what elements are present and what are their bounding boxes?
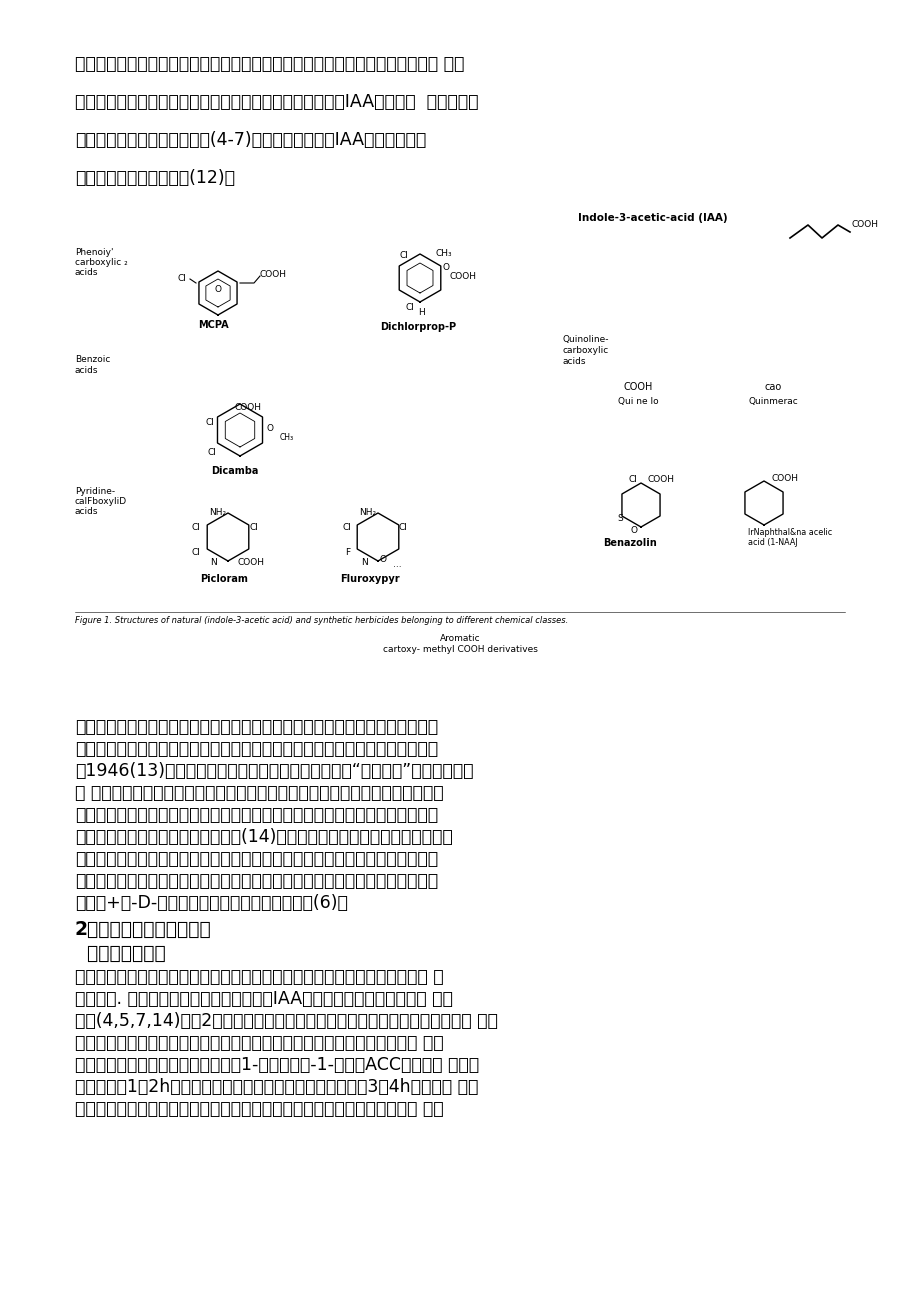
Text: 果。现在，植物新陈代谢持续的刺激被以为通过改变细胞割裂和扩张引发生长的: 果。现在，植物新陈代谢持续的刺激被以为通过改变细胞割裂和扩张引发生长的 — [75, 806, 437, 824]
Text: 些进程。第一是刺激阶段，这会在利用后的前几个小时出现。这一阶段包括 代谢: 些进程。第一是刺激阶段，这会在利用后的前几个小时出现。这一阶段包括 代谢 — [75, 1034, 443, 1052]
Text: Cl: Cl — [249, 523, 258, 533]
Text: Fluroxypyr: Fluroxypyr — [340, 574, 400, 585]
Text: ...: ... — [392, 560, 402, 569]
Text: CH₃: CH₃ — [436, 249, 452, 258]
Text: acid (1-NAAJ: acid (1-NAAJ — [747, 538, 797, 547]
Text: O: O — [267, 424, 273, 434]
Text: S: S — [617, 514, 622, 523]
Text: F: F — [345, 548, 350, 557]
Text: Cl: Cl — [205, 418, 214, 427]
Text: Dicamba: Dicamba — [211, 466, 258, 477]
Text: 偏上生长、组织膨胀和开始茎卷曲。今天咱们明白细胞伸长反映包括膜离子 通道: 偏上生长、组织膨胀和开始茎卷曲。今天咱们明白细胞伸长反映包括膜离子 通道 — [75, 1100, 443, 1118]
Text: 素的稳态调控失衡和在组织中与其他激故旧互作用的失调。可是，自从吉尔伯特: 素的稳态调控失衡和在组织中与其他激故旧互作用的失调。可是，自从吉尔伯特 — [75, 740, 437, 758]
Text: Cl: Cl — [177, 273, 187, 283]
Text: caIFboxyliD: caIFboxyliD — [75, 497, 127, 506]
Text: Cl: Cl — [405, 303, 414, 312]
Text: Cl: Cl — [399, 251, 408, 260]
Text: Quinoline-: Quinoline- — [562, 335, 608, 344]
Text: 咱们描述这种现象为植物生长素过量或是内源性生长素浓度过量，这会致使生长: 咱们描述这种现象为植物生长素过量或是内源性生长素浓度过量，这会致使生长 — [75, 717, 437, 736]
Text: 2生长素过量和生长的反常: 2生长素过量和生长的反常 — [75, 921, 211, 939]
Text: 的活化进程比如通过感应芥中合成的1-氨基环丙烷-1-羧酸（ACC）会刺激 乙烯的: 的活化进程比如通过感应芥中合成的1-氨基环丙烷-1-羧酸（ACC）会刺激 乙烯的 — [75, 1056, 479, 1074]
Text: COOH: COOH — [234, 404, 261, 411]
Text: Qui ne Io: Qui ne Io — [617, 397, 658, 406]
Text: H: H — [418, 309, 425, 316]
Text: O: O — [380, 555, 386, 564]
Text: 分子（+）-D-对映体如滴丙酯）在较低的应用率(6)。: 分子（+）-D-对映体如滴丙酯）在较低的应用率(6)。 — [75, 894, 347, 911]
Text: COOH: COOH — [623, 381, 652, 392]
Text: NH₂: NH₂ — [210, 508, 226, 517]
Text: 反常，致使相关植物生长结构的变形(14)。可是，在植物生长抑制和死亡背后有: 反常，致使相关植物生长结构的变形(14)。可是，在植物生长抑制和死亡背后有 — [75, 828, 452, 846]
Text: 物上也能观察到这种效应(12)。: 物上也能观察到这种效应(12)。 — [75, 169, 234, 187]
Text: N: N — [361, 559, 368, 566]
Text: Quinmerac: Quinmerac — [747, 397, 797, 406]
Text: 生物合成（1－2h），以后是正常（解除控制）生长的现象（3－4h），包括 叶的: 生物合成（1－2h），以后是正常（解除控制）生长的现象（3－4h），包括 叶的 — [75, 1078, 478, 1096]
Text: acids: acids — [75, 366, 98, 375]
Text: COOH: COOH — [851, 220, 878, 229]
Text: Aromatic: Aromatic — [439, 634, 480, 643]
Text: 物变形和抑制植物生长的效应(4-7)，而在转基因的，IAA生成过量的植: 物变形和抑制植物生长的效应(4-7)，而在转基因的，IAA生成过量的植 — [75, 132, 425, 148]
Text: Benzoic: Benzoic — [75, 355, 110, 365]
Text: Cl: Cl — [208, 448, 216, 457]
Text: Figure 1. Structures of natural (indole-3-acetic acid) and synthetic herbicides : Figure 1. Structures of natural (indole-… — [75, 616, 568, 625]
Text: Dichlorprop-P: Dichlorprop-P — [380, 322, 456, 332]
Text: COOH: COOH — [771, 474, 798, 483]
Text: Picloram: Picloram — [199, 574, 247, 585]
Text: 在1946(13)论述植物生长素除草剂引发易染病植物的“自生自死”，那个假说一: 在1946(13)论述植物生长素除草剂引发易染病植物的“自生自死”，那个假说一 — [75, 762, 473, 780]
Text: COOH: COOH — [449, 272, 476, 281]
Text: MCPA: MCPA — [198, 320, 228, 329]
Text: Cl: Cl — [628, 475, 637, 484]
Text: cartoxy- methyl COOH derivatives: cartoxy- methyl COOH derivatives — [382, 644, 537, 654]
Text: Indole-3-acetic-acid (IAA): Indole-3-acetic-acid (IAA) — [577, 214, 727, 223]
Text: 代谢和生理进程: 代谢和生理进程 — [75, 944, 165, 963]
Text: COOH: COOH — [647, 475, 675, 484]
Text: Phenoiy': Phenoiy' — [75, 247, 113, 256]
Text: 感性，而组织敏感性是由组织类型、生理阶段和植物种类决定的，并很有可能受 不同: 感性，而组织敏感性是由组织类型、生理阶段和植物种类决定的，并很有可能受 不同 — [75, 55, 464, 73]
Text: Cl: Cl — [191, 548, 200, 557]
Text: cao: cao — [764, 381, 781, 392]
Text: Cl: Cl — [191, 523, 200, 533]
Text: O: O — [630, 526, 637, 535]
Text: carboxylic: carboxylic — [562, 346, 608, 355]
Text: Pyridine-: Pyridine- — [75, 487, 115, 496]
Text: O: O — [214, 285, 221, 294]
Text: 一个特殊的作用机理和模式，这是由于大多数植物生长素除草剂高水平的物种选: 一个特殊的作用机理和模式，这是由于大多数植物生长素除草剂高水平的物种选 — [75, 850, 437, 868]
Text: COOH: COOH — [238, 559, 265, 566]
Text: 直 到此刻也很流行，主如果由于咱们观察到生长畸形的情形以至后来的灾难性后: 直 到此刻也很流行，主如果由于咱们观察到生长畸形的情形以至后来的灾难性后 — [75, 784, 443, 802]
Text: acids: acids — [75, 506, 98, 516]
Text: lrNaphthal&na acelic: lrNaphthal&na acelic — [747, 529, 832, 536]
Text: N: N — [210, 559, 217, 566]
Text: acids: acids — [562, 357, 586, 366]
Text: 时刻进程. 由植物生长素除草剂或高浓度的IAA引发的植物生长抑制可分为 三个: 时刻进程. 由植物生长素除草剂或高浓度的IAA引发的植物生长抑制可分为 三个 — [75, 990, 452, 1008]
Text: COOH: COOH — [260, 270, 287, 279]
Text: O: O — [443, 263, 449, 272]
Text: Cl: Cl — [398, 523, 407, 533]
Text: 咱们仔细观察植物生长素在组织中浓度增加和在植物中的梯度散布的整个事件 的: 咱们仔细观察植物生长素在组织中浓度增加和在植物中的梯度散布的整个事件 的 — [75, 967, 443, 986]
Text: Cl: Cl — [342, 523, 351, 533]
Text: acids: acids — [75, 268, 98, 277]
Text: CH₃: CH₃ — [279, 434, 294, 441]
Text: Benazolin: Benazolin — [603, 538, 656, 548]
Text: 择性引发的，加上它们的快速和一些情形下立体选择性反映（例如，除草剂活性: 择性引发的，加上它们的快速和一些情形下立体选择性反映（例如，除草剂活性 — [75, 872, 437, 891]
Text: NH₂: NH₂ — [359, 508, 376, 517]
Text: 信号转导路径的调节。看成为除草剂使历时，能模拟组织中IAA浓度较高  而产生的植: 信号转导路径的调节。看成为除草剂使历时，能模拟组织中IAA浓度较高 而产生的植 — [75, 92, 478, 111]
Text: carboxylic ₂: carboxylic ₂ — [75, 258, 128, 267]
Text: 阶段(4,5,7,14)。图2中，以文献中报导的数据为背景的双子叶杂草猪殃殃证明 了这: 阶段(4,5,7,14)。图2中，以文献中报导的数据为背景的双子叶杂草猪殃殃证明… — [75, 1012, 497, 1030]
